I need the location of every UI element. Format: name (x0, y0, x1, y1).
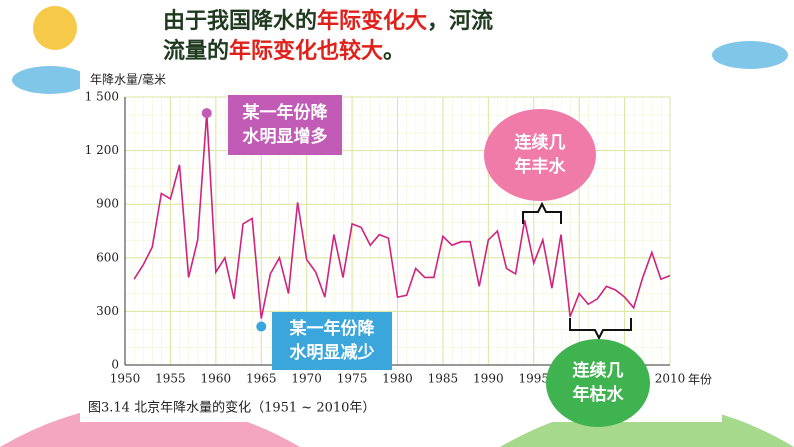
annotation-text: 连续几 (515, 132, 566, 153)
bracket (569, 318, 632, 341)
annotation-text: 连续几 (573, 360, 624, 381)
x-tick-label: 1975 (337, 372, 368, 386)
title-part: 年际变化也较大 (229, 38, 383, 64)
x-axis-label: 年份 (688, 373, 712, 387)
y-tick-label: 300 (96, 304, 119, 318)
annotation-text: 年枯水 (573, 384, 625, 405)
title-line: 由于我国降水的年际变化大，河流 (163, 8, 493, 34)
annotation-text: 某一年份降 (243, 102, 329, 123)
bracket (522, 201, 562, 224)
caption: 图3.14 北京年降水量的变化（1951 ~ 2010年） (88, 400, 375, 416)
title-part: 。 (383, 39, 405, 64)
x-tick-label: 1955 (155, 372, 186, 386)
x-tick-label: 1965 (246, 372, 277, 386)
y-tick-label: 0 (111, 358, 119, 372)
x-tick-label: 1995 (518, 372, 549, 386)
x-tick-label: 1970 (291, 372, 322, 386)
title-part: 流量的 (163, 38, 229, 64)
title-line: 流量的年际变化也较大。 (163, 38, 405, 64)
y-tick-label: 900 (96, 197, 119, 211)
x-tick-label: 1960 (201, 372, 232, 386)
annotation-text: 水明显减少 (290, 342, 375, 363)
y-tick-label: 1 500 (85, 90, 119, 104)
title-part: 年际变化大 (317, 8, 427, 34)
annotation-bubble (546, 339, 650, 427)
x-tick-label: 1980 (382, 372, 413, 386)
x-tick-label: 1950 (110, 372, 141, 386)
annotation-box (228, 95, 342, 155)
annotation-text: 年丰水 (515, 156, 567, 177)
x-tick-label: 2010 (655, 372, 686, 386)
y-tick-label: 600 (96, 250, 119, 264)
title-part: 由于我国降水的 (163, 8, 317, 34)
highlight-dot (256, 321, 267, 332)
annotation-box (272, 312, 392, 370)
y-axis-label: 年降水量/毫米 (90, 72, 166, 87)
x-tick-label: 1990 (473, 372, 504, 386)
title-part: ，河流 (427, 8, 493, 34)
x-tick-label: 1985 (428, 372, 459, 386)
data-line (133, 113, 671, 319)
annotation-bubble (484, 109, 596, 201)
annotation-text: 水明显增多 (243, 126, 328, 147)
highlight-dot (201, 108, 212, 119)
annotation-text: 某一年份降 (290, 318, 376, 339)
y-tick-label: 1 200 (85, 143, 119, 157)
